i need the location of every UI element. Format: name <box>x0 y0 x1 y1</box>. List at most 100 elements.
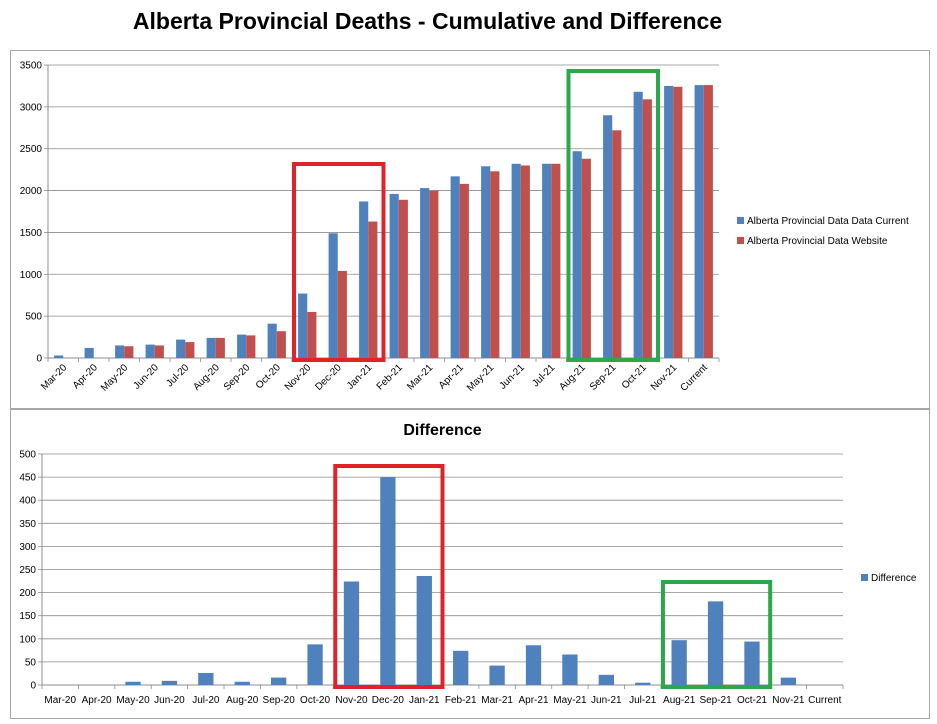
bar-Jul-21-s2 <box>551 163 561 358</box>
x-tick-label: Mar-21 <box>481 695 513 706</box>
bar-Feb-21-s1 <box>389 193 399 358</box>
bar-Aug-21-s1 <box>671 640 687 685</box>
bar-Oct-20-s1 <box>307 644 323 685</box>
x-tick-label: Apr-20 <box>71 362 100 391</box>
x-tick-label: Jun-21 <box>497 362 527 392</box>
bar-Apr-20-s1 <box>84 347 94 358</box>
bar-May-21-s1 <box>562 654 578 685</box>
y-tick-label: 500 <box>19 450 36 461</box>
bar-Jun-20-s1 <box>161 680 178 685</box>
x-tick-label: Jun-20 <box>154 695 185 706</box>
bar-Jul-21-s1 <box>635 682 651 685</box>
x-tick-label: Nov-21 <box>772 695 805 706</box>
bar-Nov-21-s1 <box>664 85 674 358</box>
bar-Apr-21-s2 <box>459 183 469 358</box>
bar-Oct-20-s2 <box>276 331 286 358</box>
bar-Jun-21-s1 <box>598 674 614 685</box>
y-tick-label: 100 <box>19 634 36 645</box>
x-tick-label: May-20 <box>99 362 131 394</box>
x-tick-label: Apr-20 <box>82 695 112 706</box>
x-tick-label: Sep-21 <box>699 695 732 706</box>
x-tick-label: May-21 <box>465 362 497 394</box>
x-tick-label: Oct-21 <box>620 362 649 391</box>
bar-Aug-21-s2 <box>581 158 591 358</box>
y-tick-label: 1000 <box>20 270 43 281</box>
legend-swatch-2 <box>737 237 744 244</box>
bar-Aug-20-s1 <box>234 681 250 685</box>
x-tick-label: Feb-21 <box>375 362 405 392</box>
x-tick-label: May-21 <box>553 695 587 706</box>
x-tick-label: Jan-21 <box>345 362 375 392</box>
x-tick-label: Jan-21 <box>409 695 440 706</box>
legend-label-1: Alberta Provincial Data Data Current <box>747 216 909 227</box>
bar-May-20-s2 <box>124 346 134 358</box>
y-tick-label: 3000 <box>20 102 43 113</box>
chart-title: Difference <box>403 422 481 439</box>
x-tick-label: Nov-20 <box>335 695 368 706</box>
bar-Current-s2 <box>703 85 713 358</box>
x-tick-label: Oct-20 <box>254 362 283 391</box>
y-tick-label: 150 <box>19 611 36 622</box>
x-tick-label: Dec-20 <box>372 695 405 706</box>
bar-Jun-21-s2 <box>520 165 530 358</box>
bar-Nov-21-s1 <box>780 677 797 685</box>
bar-Oct-21-s2 <box>642 99 652 358</box>
y-tick-label: 450 <box>19 473 36 484</box>
x-tick-label: Aug-21 <box>663 695 696 706</box>
y-tick-label: 0 <box>30 681 36 692</box>
bar-Dec-20-s2 <box>337 270 347 358</box>
difference-chart-frame: Difference 0 50 100 150 200 250 300 350 400 450 500… <box>10 409 930 719</box>
x-tick-label: Mar-20 <box>44 695 76 706</box>
bar-May-21-s1 <box>481 166 491 358</box>
bar-Nov-20-s2 <box>307 311 317 358</box>
bar-Jul-21-s1 <box>542 163 552 358</box>
bar-Nov-20-s1 <box>343 581 360 685</box>
bar-Aug-21-s1 <box>572 151 582 358</box>
x-tick-label: Jul-20 <box>164 362 191 389</box>
x-tick-label: Jun-20 <box>131 362 161 392</box>
bar-Mar-21-s1 <box>489 665 505 685</box>
y-tick-label: 1500 <box>20 228 43 239</box>
bar-Feb-21-s2 <box>398 199 408 358</box>
bar-Jan-21-s1 <box>416 575 432 685</box>
x-tick-label: Apr-21 <box>519 695 549 706</box>
x-tick-label: Oct-21 <box>737 695 767 706</box>
bar-Oct-21-s1 <box>633 91 643 358</box>
bar-Aug-20-s1 <box>206 337 216 358</box>
x-tick-label: Apr-21 <box>437 362 466 391</box>
x-tick-label: Nov-20 <box>283 362 314 393</box>
bar-Jun-20-s2 <box>154 345 164 358</box>
bar-Mar-20-s1 <box>54 355 64 358</box>
x-tick-label: Current <box>808 695 842 706</box>
red-highlight-box <box>292 162 386 362</box>
y-tick-label: 500 <box>25 312 42 323</box>
bar-Apr-21-s1 <box>525 645 542 685</box>
legend-swatch-1 <box>861 574 868 581</box>
green-highlight-box <box>660 580 773 689</box>
legend-label-1: Difference <box>871 573 917 584</box>
x-tick-label: Dec-20 <box>313 362 344 393</box>
x-tick-label: Aug-20 <box>191 362 222 393</box>
bar-May-21-s2 <box>490 171 500 358</box>
bar-Feb-21-s1 <box>453 650 469 685</box>
bar-Mar-21-s2 <box>429 190 439 358</box>
bar-Jun-20-s1 <box>145 344 155 358</box>
bar-Sep-21-s1 <box>707 601 724 685</box>
x-tick-label: Aug-20 <box>226 695 259 706</box>
y-tick-label: 0 <box>36 354 42 365</box>
bar-Jan-21-s1 <box>359 201 369 358</box>
page-title: Alberta Provincial Deaths - Cumulative a… <box>132 8 723 34</box>
bar-Dec-20-s1 <box>380 477 396 685</box>
bar-Aug-20-s2 <box>215 337 225 358</box>
y-tick-label: 300 <box>19 542 36 553</box>
y-tick-label: 400 <box>19 496 36 507</box>
bar-May-20-s1 <box>115 345 125 358</box>
bar-Oct-20-s1 <box>267 323 277 358</box>
bar-Oct-21-s1 <box>744 641 760 685</box>
y-tick-label: 350 <box>19 519 36 530</box>
bar-Apr-21-s1 <box>450 176 460 358</box>
bar-Sep-20-s1 <box>237 334 247 358</box>
y-tick-label: 50 <box>25 657 37 668</box>
y-tick-label: 2000 <box>20 186 43 197</box>
x-tick-label: Current <box>679 362 711 394</box>
